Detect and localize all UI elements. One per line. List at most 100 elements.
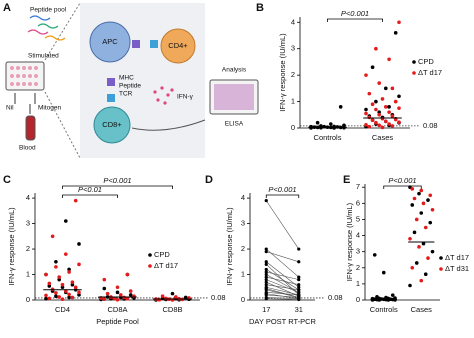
data-point xyxy=(417,245,421,249)
data-point xyxy=(410,203,415,207)
data-point xyxy=(338,105,343,109)
data-point xyxy=(393,117,398,122)
y-tick-label: 5 xyxy=(356,214,360,223)
y-tick-label: 4 xyxy=(291,17,295,26)
data-point xyxy=(297,290,301,294)
data-point xyxy=(73,198,78,203)
data-point xyxy=(67,270,71,274)
y-tick-label: 3 xyxy=(291,44,295,53)
data-point xyxy=(377,123,382,128)
data-point xyxy=(264,297,268,301)
data-point xyxy=(322,124,327,129)
data-point xyxy=(264,278,268,282)
y-tick-label: 1 xyxy=(26,270,30,279)
data-point xyxy=(47,281,52,286)
data-point xyxy=(387,105,391,109)
y-tick-label: 1 xyxy=(291,97,295,106)
data-point xyxy=(315,120,320,125)
diagram-label: Peptide xyxy=(119,83,141,90)
data-point xyxy=(297,275,301,279)
data-point xyxy=(122,295,126,300)
panel-label: D xyxy=(205,174,213,186)
pair-line xyxy=(266,286,299,296)
data-point xyxy=(387,57,391,62)
data-point xyxy=(408,283,412,288)
data-point xyxy=(57,277,61,282)
y-tick-label: 0 xyxy=(356,295,360,304)
data-point xyxy=(380,97,385,101)
mhc-complex xyxy=(107,78,115,86)
diagram-label: TCR xyxy=(119,91,133,98)
blood-tube xyxy=(25,115,36,141)
data-point xyxy=(128,293,133,297)
y-axis-label: IFN-γ response (IU/mL) xyxy=(225,207,234,286)
comparison-bracket xyxy=(265,194,300,198)
data-point xyxy=(384,119,388,124)
pair-line xyxy=(266,271,299,280)
data-point xyxy=(170,291,175,296)
data-point xyxy=(264,262,268,266)
x-tick-label: Cases xyxy=(372,133,394,142)
reference-label: 0.08 xyxy=(423,121,438,130)
y-tick-label: 4 xyxy=(241,193,245,202)
data-point xyxy=(380,125,385,130)
cytokine-dots xyxy=(153,86,174,105)
data-point xyxy=(374,99,378,104)
comparison-label: P<0.001 xyxy=(341,9,369,18)
diagram-label: MHC xyxy=(119,75,134,82)
zoom-line xyxy=(44,2,81,61)
data-point xyxy=(393,99,398,104)
y-tick-label: 4 xyxy=(356,231,360,240)
pair-line xyxy=(266,292,299,296)
data-point xyxy=(297,293,301,297)
legend-label: CPD xyxy=(154,250,170,259)
data-point xyxy=(426,198,430,202)
comparison-bracket xyxy=(327,18,383,22)
legend-label: ΔT d17 xyxy=(418,68,442,77)
data-point xyxy=(421,241,426,246)
data-point xyxy=(67,267,71,272)
data-point xyxy=(54,291,58,295)
legend-label: ΔT d31 xyxy=(445,264,469,273)
data-point xyxy=(390,114,395,118)
elisa-wells xyxy=(214,84,254,110)
x-axis-label: Peptide Pool xyxy=(96,317,139,326)
comparison-bracket xyxy=(62,185,173,189)
data-point xyxy=(264,267,268,272)
zoom-line xyxy=(44,91,81,159)
data-point xyxy=(50,234,55,239)
y-axis-label: IFN-γ response (IU/mL) xyxy=(278,33,287,112)
data-point xyxy=(423,272,428,277)
data-point xyxy=(428,193,433,198)
y-tick-label: 2 xyxy=(241,244,245,253)
pair-line xyxy=(266,279,299,293)
cd8-cell xyxy=(93,106,131,144)
data-point xyxy=(297,283,301,287)
data-point xyxy=(64,219,68,223)
data-point xyxy=(390,293,395,297)
data-point xyxy=(384,105,388,109)
data-point xyxy=(370,102,375,107)
diagram-label: APC xyxy=(102,37,118,46)
x-tick-label: CD4 xyxy=(55,305,70,314)
data-point xyxy=(410,265,415,270)
diagram-label: IFN-γ xyxy=(177,94,194,101)
legend-marker xyxy=(439,256,443,260)
x-tick-label: 31 xyxy=(295,305,303,314)
data-point xyxy=(397,106,401,110)
data-point xyxy=(297,260,301,264)
data-point xyxy=(377,81,382,85)
data-point xyxy=(50,287,55,292)
comparison-label: P<0.001 xyxy=(103,176,131,185)
y-tick-label: 2 xyxy=(26,244,30,253)
data-point xyxy=(412,230,417,235)
data-point xyxy=(374,107,378,112)
data-point xyxy=(47,296,52,301)
pair-line xyxy=(266,251,299,263)
data-point xyxy=(60,285,65,290)
data-point xyxy=(115,297,120,302)
diagram-label: Analysis xyxy=(222,67,247,74)
data-point xyxy=(180,297,185,302)
data-point xyxy=(329,122,333,126)
